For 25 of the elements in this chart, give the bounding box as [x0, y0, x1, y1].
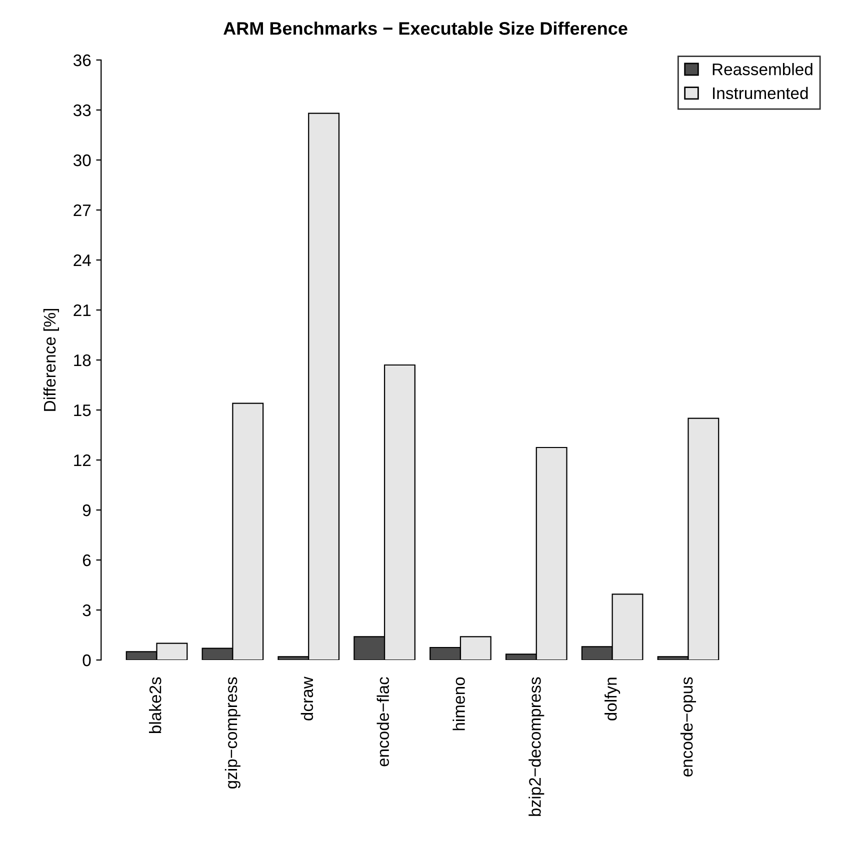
y-tick-label: 30 — [73, 154, 91, 166]
y-tick-label: 15 — [74, 404, 91, 416]
x-tick-label: dolfyn — [604, 678, 620, 720]
chart-title: ARM Benchmarks − Executable Size Difference — [224, 22, 628, 35]
x-tick-label: bzip2−decompress — [528, 677, 544, 816]
y-tick-label: 0 — [82, 654, 91, 666]
y-tick-label: 12 — [74, 454, 91, 466]
y-tick-label: 33 — [73, 104, 91, 116]
y-tick-label: 21 — [74, 304, 91, 316]
y-tick-label: 36 — [73, 54, 91, 66]
legend-label: Instrumented — [713, 86, 808, 100]
x-tick-label: encode−opus — [680, 677, 696, 777]
x-tick-label: blake2s — [148, 677, 162, 734]
x-tick-label: himeno — [452, 677, 465, 730]
y-tick-label: 18 — [74, 354, 91, 366]
y-tick-label: 9 — [82, 504, 91, 516]
y-tick-label: 27 — [74, 204, 91, 216]
x-tick-label: gzip−compress — [224, 677, 240, 789]
y-axis-title: Difference [%] — [43, 308, 59, 411]
legend-label: Reassembled — [712, 63, 812, 76]
y-tick-label: 24 — [74, 254, 91, 266]
x-tick-label: encode−flac — [376, 677, 390, 766]
y-tick-label: 3 — [82, 604, 91, 616]
y-tick-label: 6 — [82, 554, 91, 566]
x-tick-label: dcraw — [300, 676, 314, 720]
